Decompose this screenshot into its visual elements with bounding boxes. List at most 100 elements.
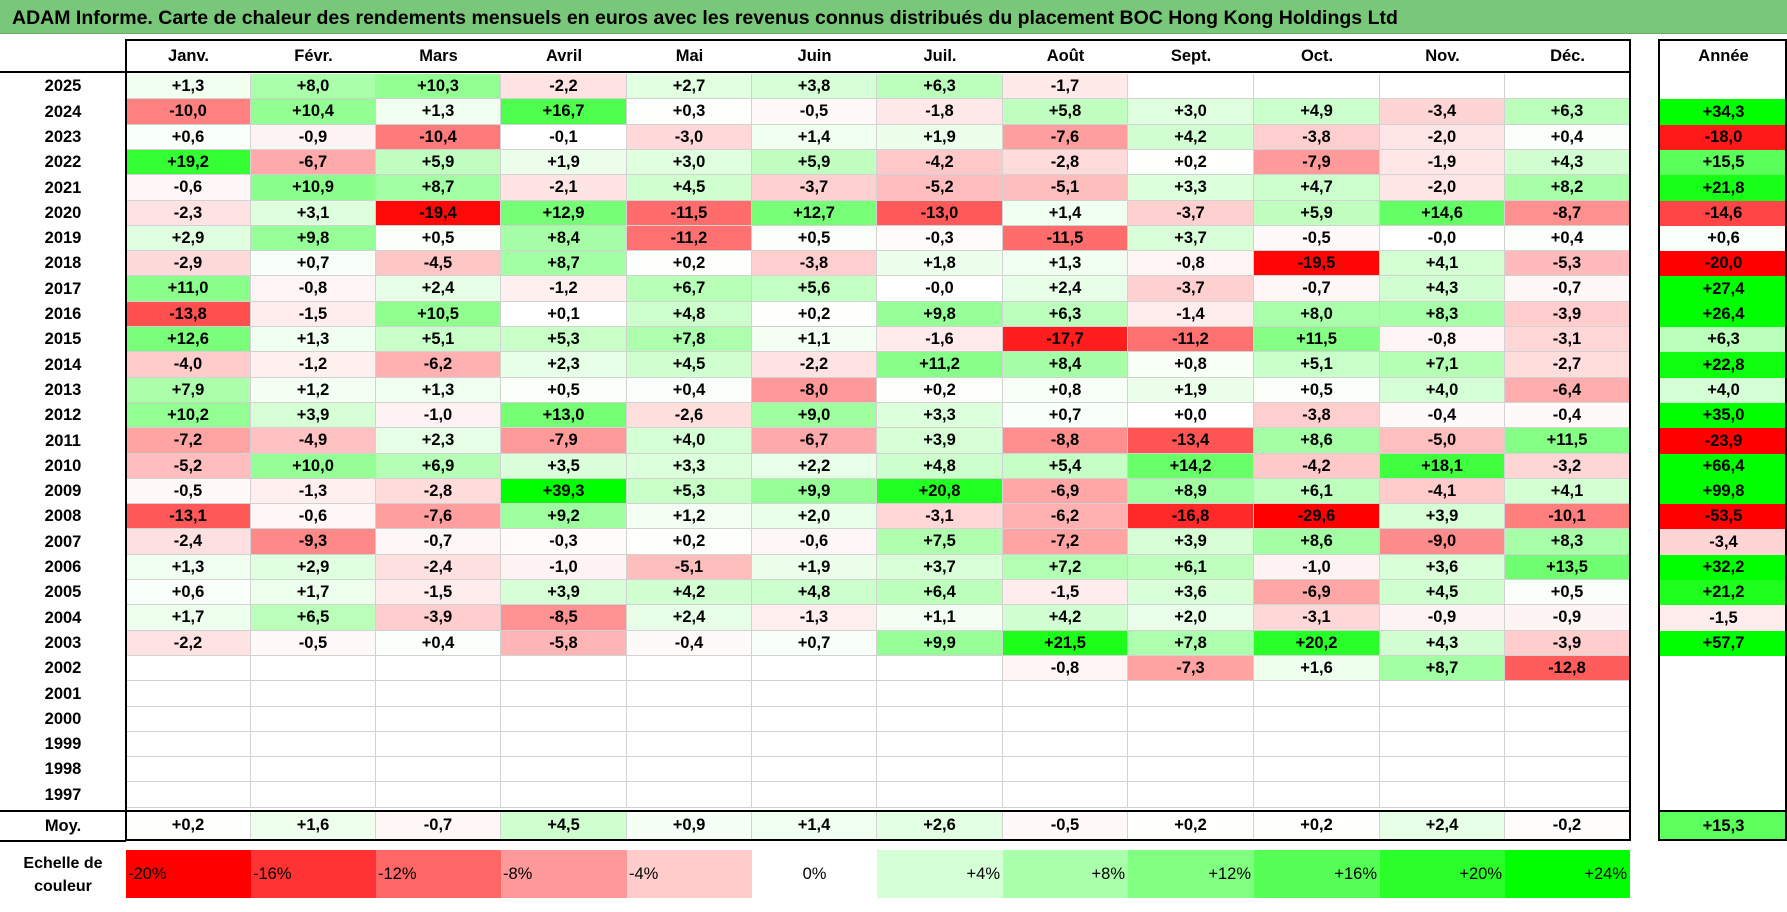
heatmap-cell: +2,4 <box>376 276 501 302</box>
heatmap-cell <box>1254 732 1380 757</box>
heatmap-cell: -1,2 <box>501 276 627 302</box>
heatmap-cell: +4,3 <box>1505 150 1630 175</box>
year-total-cell: +34,3 <box>1660 99 1787 125</box>
heatmap-cell: -0,1 <box>501 125 627 150</box>
color-scale-swatch: -8% <box>501 850 627 898</box>
heatmap-cell: +3,6 <box>1380 555 1505 580</box>
heatmap-cell: +16,7 <box>501 99 627 125</box>
color-scale-swatch: +4% <box>877 850 1003 898</box>
heatmap-cell: +8,6 <box>1254 428 1380 454</box>
color-scale-swatch: +8% <box>1003 850 1128 898</box>
heatmap-cell: +1,4 <box>1003 201 1128 226</box>
heatmap-cell: -0,5 <box>752 99 877 125</box>
heatmap-cell: -9,3 <box>251 529 376 555</box>
heatmap-cell: +9,2 <box>501 504 627 529</box>
heatmap-cell <box>1254 681 1380 707</box>
heatmap-cell: +3,3 <box>877 403 1003 428</box>
heatmap-cell: +1,1 <box>877 605 1003 631</box>
heatmap-cell <box>752 732 877 757</box>
heatmap-cell <box>752 707 877 732</box>
average-cell: +2,4 <box>1380 812 1505 840</box>
heatmap-cell <box>501 681 627 707</box>
heatmap-cell: -0,9 <box>251 125 376 150</box>
year-label: 2011 <box>45 431 81 450</box>
heatmap-cell: -3,7 <box>1128 201 1254 226</box>
heatmap-cell: +1,2 <box>627 504 752 529</box>
heatmap-cell: +3,9 <box>1128 529 1254 555</box>
heatmap-cell <box>1380 707 1505 732</box>
year-total-cell <box>1660 681 1787 707</box>
month-header: Déc. <box>1550 46 1585 65</box>
heatmap-cell: +5,3 <box>501 327 627 352</box>
heatmap-cell: +20,2 <box>1254 631 1380 656</box>
heatmap-cell: -1,0 <box>501 555 627 580</box>
heatmap-cell <box>1254 782 1380 808</box>
heatmap-cell: +2,3 <box>501 352 627 378</box>
heatmap-cell: -10,4 <box>376 125 501 150</box>
heatmap-cell: +1,7 <box>251 580 376 605</box>
heatmap-cell: +10,5 <box>376 302 501 327</box>
year-total-cell: +15,5 <box>1660 150 1787 175</box>
month-header: Avril <box>545 46 583 65</box>
heatmap-cell: -6,7 <box>752 428 877 454</box>
heatmap-cell: +5,8 <box>1003 99 1128 125</box>
heatmap-cell: -0,7 <box>1254 276 1380 302</box>
heatmap-cell: -8,0 <box>752 378 877 403</box>
year-total-cell: -1,5 <box>1660 605 1787 631</box>
heatmap-cell: -0,5 <box>126 479 251 504</box>
heatmap-cell: -0,3 <box>501 529 627 555</box>
heatmap-cell: -1,5 <box>251 302 376 327</box>
heatmap-cell: +1,6 <box>1254 656 1380 681</box>
heatmap-cell: -13,8 <box>126 302 251 327</box>
heatmap-cell: -3,7 <box>1128 276 1254 302</box>
average-cell: -0,5 <box>1003 812 1128 840</box>
year-total-cell: +6,3 <box>1660 327 1787 352</box>
year-label: 2001 <box>44 684 82 703</box>
heatmap-cell <box>1505 74 1630 99</box>
heatmap-cell: +1,3 <box>126 74 251 99</box>
heatmap-cell: +0,5 <box>376 226 501 251</box>
heatmap-cell: +0,3 <box>627 99 752 125</box>
heatmap-cell <box>251 681 376 707</box>
year-total-cell: -14,6 <box>1660 201 1787 226</box>
color-scale-swatch: 0% <box>752 850 877 898</box>
heatmap-cell: +5,1 <box>376 327 501 352</box>
color-scale-swatch: +24% <box>1505 850 1630 898</box>
heatmap-cell: +2,3 <box>376 428 501 454</box>
heatmap-cell: +19,2 <box>126 150 251 175</box>
heatmap-cell: +0,7 <box>251 251 376 276</box>
year-total-cell: -3,4 <box>1660 529 1787 555</box>
heatmap-cell <box>126 707 251 732</box>
heatmap-cell: -1,7 <box>1003 74 1128 99</box>
heatmap-cell: +0,5 <box>752 226 877 251</box>
year-label: 2003 <box>44 634 82 652</box>
color-scale-swatch: -4% <box>627 850 752 898</box>
heatmap-cell: -0,4 <box>1505 403 1630 428</box>
heatmap-cell: +4,8 <box>752 580 877 605</box>
average-cell: +0,2 <box>1128 812 1254 840</box>
heatmap-cell: +3,9 <box>501 580 627 605</box>
heatmap-cell: -10,0 <box>126 99 251 125</box>
heatmap-cell: +12,7 <box>752 201 877 226</box>
year-label: 2007 <box>44 532 82 551</box>
heatmap-cell: +5,9 <box>1254 201 1380 226</box>
heatmap-cell: -2,2 <box>752 352 877 378</box>
heatmap-cell: -13,0 <box>877 201 1003 226</box>
heatmap-cell: +4,2 <box>627 580 752 605</box>
heatmap-cell: -6,7 <box>251 150 376 175</box>
heatmap-cell: +12,9 <box>501 201 627 226</box>
heatmap-cell: +6,3 <box>1003 302 1128 327</box>
average-cell: +1,6 <box>251 812 376 840</box>
heatmap-cell: +4,3 <box>1380 276 1505 302</box>
heatmap-cell <box>501 656 627 681</box>
heatmap-cell: -19,5 <box>1254 251 1380 276</box>
heatmap-cell: -0,3 <box>877 226 1003 251</box>
heatmap-cell: +6,5 <box>251 605 376 631</box>
heatmap-cell: -2,3 <box>126 201 251 226</box>
heatmap-cell <box>1254 757 1380 782</box>
heatmap-cell <box>752 782 877 808</box>
heatmap-cell: +0,8 <box>1128 352 1254 378</box>
heatmap-cell: -2,1 <box>501 175 627 201</box>
heatmap-cell <box>251 656 376 681</box>
heatmap-cell <box>1128 732 1254 757</box>
